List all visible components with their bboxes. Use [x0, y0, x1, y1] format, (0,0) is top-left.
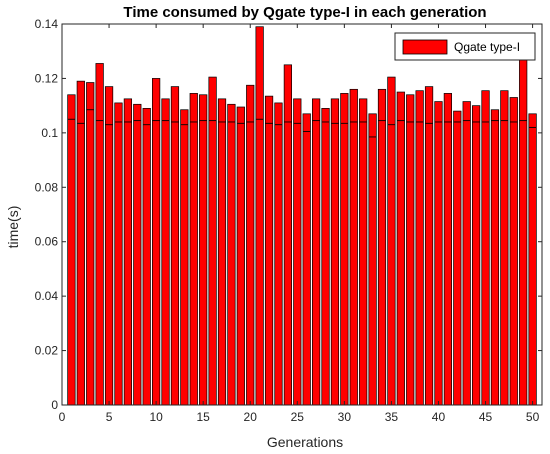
bar-39 [424, 86, 434, 406]
x-tick-label-40: 40 [432, 410, 446, 424]
bar-46 [490, 109, 500, 406]
bar-48 [509, 97, 518, 406]
axes-background [62, 24, 542, 405]
bar-13 [180, 109, 189, 406]
bar-49 [519, 56, 528, 406]
bar-29 [330, 98, 340, 406]
x-tick-label-30: 30 [338, 410, 352, 424]
bars-group [67, 26, 537, 406]
bar-3 [86, 82, 95, 406]
bar-17 [217, 98, 227, 406]
bar-44 [472, 105, 481, 406]
bar-7 [123, 98, 133, 406]
bar-27 [312, 98, 321, 406]
bar-50 [528, 113, 537, 406]
y-axis-label: time(s) [5, 206, 21, 249]
y-axis-ticks: 0 0.02 0.04 0.06 0.08 0.1 0.12 0.14 [35, 17, 542, 412]
bar-1 [67, 94, 76, 406]
bar-33 [368, 113, 377, 406]
x-tick-label-20: 20 [244, 410, 258, 424]
legend: Qgate type-I [394, 32, 536, 61]
bar-18 [227, 103, 236, 406]
y-tick-label-6: 0.12 [35, 71, 59, 85]
bar-10 [152, 78, 161, 406]
bar-36 [396, 91, 405, 406]
y-tick-label-3: 0.06 [35, 235, 59, 249]
y-tick-label-2: 0.04 [35, 289, 59, 303]
x-tick-label-10: 10 [149, 410, 163, 424]
bar-21 [255, 26, 264, 406]
bar-30 [340, 93, 349, 406]
bar-37 [406, 94, 415, 406]
x-tick-label-15: 15 [196, 410, 210, 424]
x-axis-ticks: 0 5 10 15 20 25 30 35 40 45 50 [59, 24, 540, 424]
bar-9 [142, 108, 151, 406]
bar-4 [95, 63, 104, 406]
bar-20 [246, 84, 255, 406]
y-tick-label-5: 0.1 [41, 126, 58, 140]
inner-marks-group [67, 109, 537, 138]
bar-41 [443, 93, 452, 406]
x-tick-label-45: 45 [479, 410, 493, 424]
x-tick-label-5: 5 [106, 410, 113, 424]
bar-25 [293, 98, 302, 406]
bar-5 [104, 86, 114, 406]
y-tick-label-1: 0.02 [35, 344, 59, 358]
bar-40 [434, 101, 443, 406]
bar-28 [321, 108, 330, 406]
bar-24 [283, 64, 292, 406]
y-tick-label-4: 0.08 [35, 180, 59, 194]
bar-23 [274, 102, 283, 406]
bar-12 [170, 86, 180, 406]
y-tick-label-7: 0.14 [35, 17, 59, 31]
bar-45 [481, 90, 490, 406]
x-tick-label-0: 0 [59, 410, 66, 424]
bar-34 [377, 88, 387, 406]
bar-32 [359, 98, 368, 406]
legend-label: Qgate type-I [454, 40, 520, 54]
legend-swatch [402, 39, 448, 55]
chart-title: Time consumed by Qgate type-I in each ge… [123, 4, 486, 21]
bar-15 [199, 94, 208, 406]
bar-2 [76, 80, 85, 406]
bar-8 [133, 103, 142, 406]
bar-22 [264, 95, 274, 406]
bar-11 [161, 98, 170, 406]
bar-42 [453, 110, 462, 406]
bar-35 [387, 76, 396, 406]
bar-38 [415, 90, 424, 406]
bar-16 [208, 76, 217, 406]
y-tick-label-0: 0 [51, 398, 58, 412]
bar-26 [302, 113, 311, 406]
bar-6 [114, 102, 123, 406]
bar-14 [189, 93, 198, 406]
x-axis-label: Generations [267, 434, 343, 450]
bar-31 [349, 88, 358, 406]
x-tick-label-50: 50 [526, 410, 540, 424]
bar-43 [462, 101, 471, 406]
bar-47 [500, 90, 509, 406]
plot-area: 0 5 10 15 20 25 30 35 40 45 50 0 0.02 0.04 0.06 0.08 0.… [35, 17, 543, 424]
axes-frame [61, 23, 543, 406]
x-tick-label-35: 35 [385, 410, 399, 424]
x-tick-label-25: 25 [291, 410, 305, 424]
bar-19 [236, 106, 245, 406]
